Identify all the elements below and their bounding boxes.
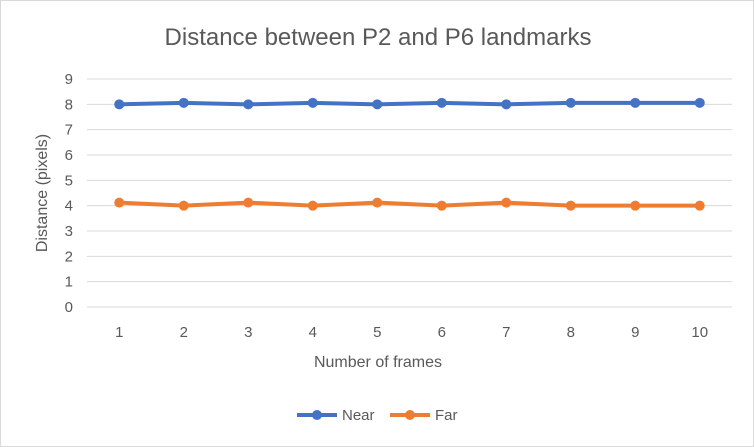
x-tick-label: 4 (309, 324, 317, 341)
data-point-near (630, 97, 641, 108)
data-point-far (565, 200, 576, 211)
x-tick-label: 5 (373, 324, 381, 341)
x-tick-labels: 1 2 3 4 5 6 7 8 9 10 (115, 324, 708, 341)
data-point-far (501, 197, 512, 208)
legend-marker-near (312, 410, 322, 420)
x-tick-label: 2 (180, 324, 188, 341)
data-point-far (114, 197, 125, 208)
data-point-near (243, 99, 254, 110)
data-point-near (114, 99, 125, 110)
y-tick-label: 4 (65, 198, 73, 215)
legend-label-near: Near (342, 407, 375, 424)
legend-marker-far (405, 410, 415, 420)
x-tick-label: 7 (502, 324, 510, 341)
data-point-far (178, 200, 189, 211)
y-tick-label: 3 (65, 223, 73, 240)
data-point-near (307, 97, 318, 108)
chart-title: Distance between P2 and P6 landmarks (165, 24, 592, 51)
x-axis-label: Number of frames (314, 354, 442, 371)
data-point-near (436, 97, 447, 108)
x-tick-label: 8 (567, 324, 575, 341)
data-point-near (501, 99, 512, 110)
x-tick-label: 3 (244, 324, 252, 341)
data-point-far (694, 200, 705, 211)
data-point-near (565, 97, 576, 108)
series-line-near (117, 100, 702, 107)
y-axis-label: Distance (pixels) (34, 134, 51, 252)
data-point-far (372, 197, 383, 208)
y-tick-label: 6 (65, 147, 73, 164)
data-point-far (436, 200, 447, 211)
y-tick-label: 0 (65, 299, 73, 316)
x-tick-label: 10 (691, 324, 708, 341)
y-tick-labels: 0 1 2 3 4 5 6 7 8 9 (65, 71, 73, 316)
data-point-near (178, 97, 189, 108)
legend-label-far: Far (435, 407, 458, 424)
gridlines (87, 78, 732, 308)
data-point-far (630, 200, 641, 211)
series-group (114, 97, 705, 211)
y-tick-label: 7 (65, 122, 73, 139)
data-point-far (307, 200, 318, 211)
y-tick-label: 8 (65, 96, 73, 113)
legend: Near Far (297, 407, 458, 424)
data-point-near (694, 97, 705, 108)
y-tick-label: 9 (65, 71, 73, 88)
y-tick-label: 5 (65, 172, 73, 189)
data-point-near (372, 99, 383, 110)
y-tick-label: 1 (65, 274, 73, 291)
x-tick-label: 6 (438, 324, 446, 341)
y-tick-label: 2 (65, 248, 73, 265)
data-point-far (243, 197, 254, 208)
x-tick-label: 1 (115, 324, 123, 341)
x-tick-label: 9 (631, 324, 639, 341)
series-line-far (117, 200, 702, 208)
